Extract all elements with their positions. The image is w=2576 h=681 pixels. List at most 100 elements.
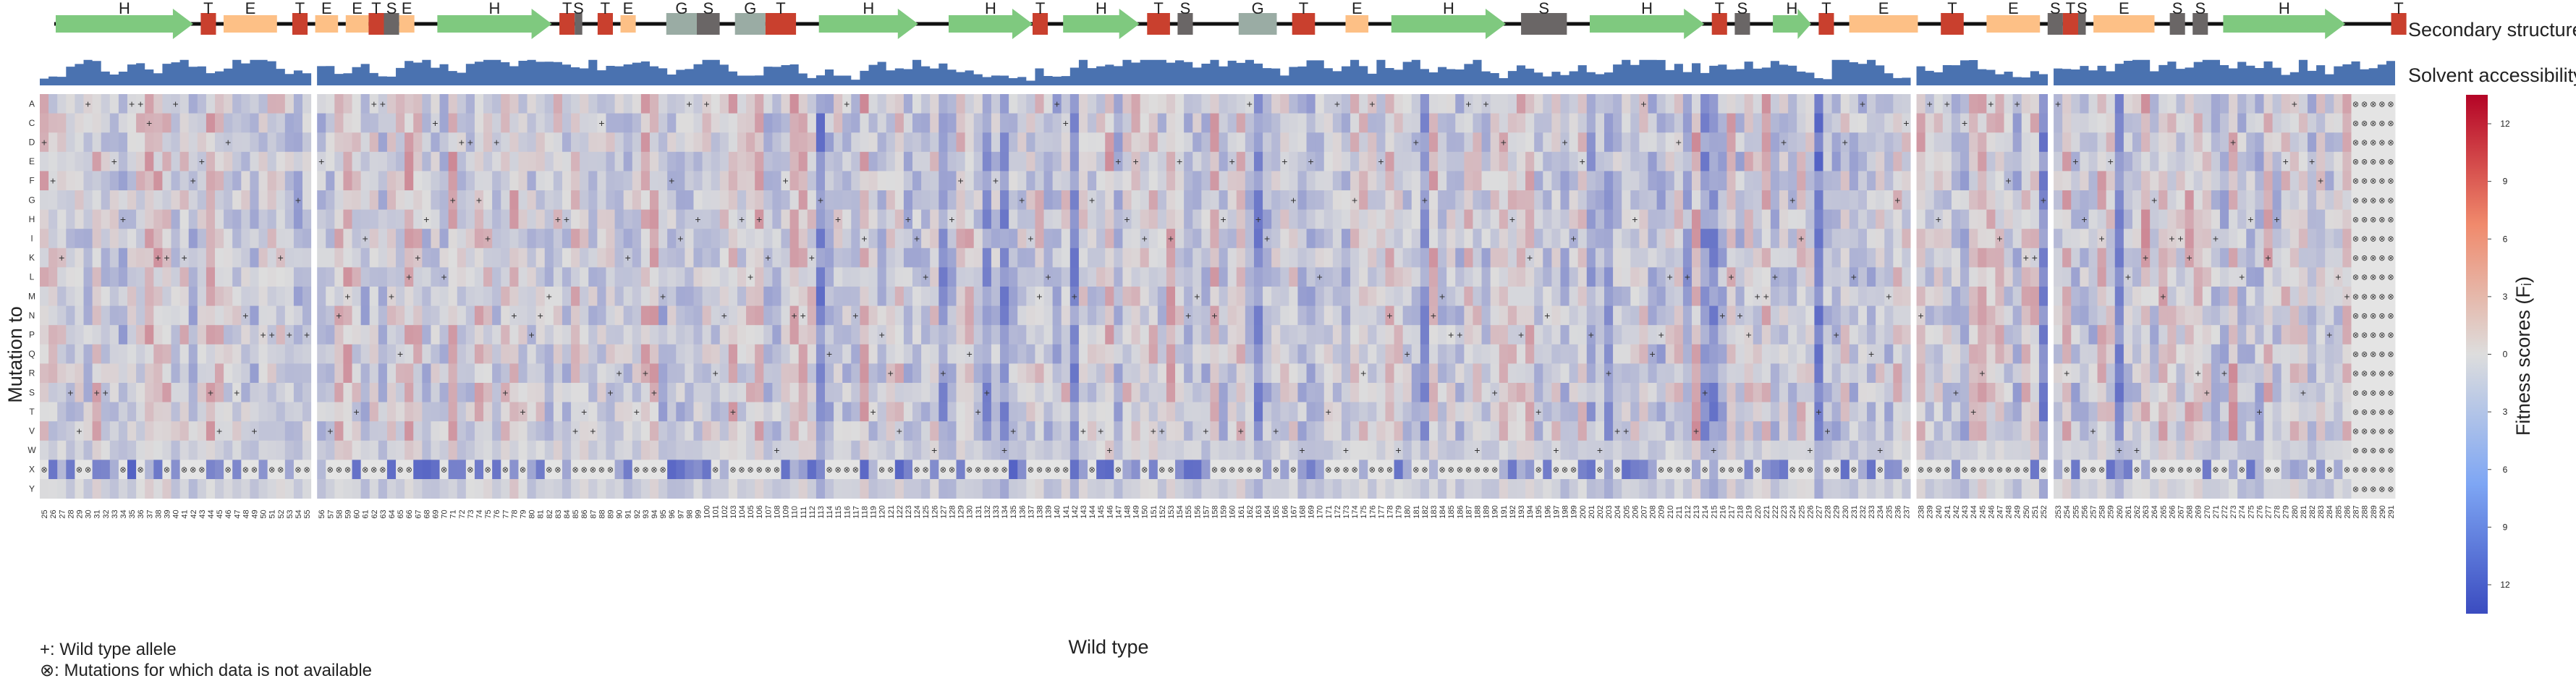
heatmap-cell (1473, 421, 1482, 441)
heatmap-cell (1762, 210, 1771, 229)
heatmap-cell (2013, 229, 2022, 248)
heatmap-cell (1884, 248, 1894, 268)
heatmap-cell (1551, 114, 1561, 133)
heatmap-cell (808, 210, 817, 229)
heatmap-cell (2080, 325, 2089, 344)
heatmap-cell (1666, 229, 1675, 248)
heatmap-cell (921, 325, 931, 344)
heatmap-cell (171, 190, 181, 210)
heatmap-cell (1934, 114, 1944, 133)
heatmap-cell (1700, 363, 1710, 383)
heatmap-cell (1841, 229, 1850, 248)
heatmap-cell (2098, 152, 2107, 172)
heatmap-cell (198, 325, 207, 344)
heatmap-cell (276, 402, 286, 422)
heatmap-cell (475, 152, 484, 172)
heatmap-cell (2299, 171, 2308, 190)
heatmap-cell (2308, 267, 2317, 287)
heatmap-cell (983, 114, 992, 133)
heatmap-cell (869, 248, 878, 268)
heatmap-cell (781, 325, 790, 344)
heatmap-cell (1925, 152, 1935, 172)
heatmap-cell (2176, 306, 2185, 326)
heatmap-cell (2141, 152, 2151, 172)
heatmap-cell (206, 190, 216, 210)
heatmap-cell (632, 441, 642, 460)
heatmap-cell (2185, 383, 2195, 402)
heatmap-cell (119, 114, 128, 133)
heatmap-cell (1350, 402, 1360, 422)
heatmap-cell (1166, 306, 1176, 326)
heatmap-cell (1960, 152, 1970, 172)
heatmap-cell (396, 267, 405, 287)
heatmap-cell (1482, 267, 1491, 287)
heatmap-cell (2220, 114, 2229, 133)
heatmap-cell (119, 171, 128, 190)
heatmap-cell (48, 210, 58, 229)
heatmap-cell (343, 94, 352, 114)
heatmap-cell (1210, 190, 1219, 210)
heatmap-cell (57, 132, 67, 152)
heatmap-cell (1254, 421, 1263, 441)
heatmap-cell (387, 383, 397, 402)
heatmap-cell (2124, 229, 2133, 248)
heatmap-cell (974, 210, 983, 229)
heatmap-cell (1736, 325, 1745, 344)
heatmap-cell (75, 229, 84, 248)
heatmap-cell (326, 344, 335, 364)
heatmap-cell (1184, 132, 1193, 152)
heatmap-cell (1420, 132, 1430, 152)
heatmap-cell (2106, 132, 2116, 152)
heatmap-cell (528, 132, 537, 152)
heatmap-cell (2281, 171, 2291, 190)
heatmap-cell (947, 287, 957, 306)
heatmap-cell (1543, 325, 1552, 344)
heatmap-cell (75, 344, 84, 364)
heatmap-cell (1788, 267, 1797, 287)
heatmap-cell (1114, 325, 1123, 344)
heatmap-cell (1779, 152, 1789, 172)
heatmap-cell (1114, 190, 1123, 210)
heatmap-cell (1779, 190, 1789, 210)
heatmap-cell (162, 114, 171, 133)
heatmap-cell (1000, 344, 1009, 364)
heatmap-cell (895, 132, 904, 152)
heatmap-cell (1604, 402, 1614, 422)
heatmap-cell (860, 383, 869, 402)
heatmap-cell (1297, 383, 1307, 402)
heatmap-cell (457, 171, 467, 190)
heatmap-cell (588, 306, 598, 326)
heatmap-cell (1114, 306, 1123, 326)
heatmap-cell (1709, 325, 1719, 344)
ss-segment-H: H (949, 0, 1033, 39)
heatmap-cell (1446, 229, 1456, 248)
heatmap-cell (378, 171, 388, 190)
heatmap-cell (119, 325, 128, 344)
heatmap-cell (1473, 152, 1482, 172)
heatmap-cell (2158, 171, 2168, 190)
heatmap-cell (259, 190, 268, 210)
heatmap-cell (40, 267, 49, 287)
heatmap-cell (1228, 248, 1237, 268)
heatmap-cell (1560, 287, 1569, 306)
heatmap-cell (101, 210, 111, 229)
heatmap-cell (790, 267, 800, 287)
heatmap-cell (2039, 114, 2048, 133)
heatmap-cell (2237, 114, 2247, 133)
heatmap-cell (562, 152, 572, 172)
heatmap-cell (180, 94, 190, 114)
heatmap-cell (1175, 94, 1185, 114)
heatmap-cell (431, 248, 440, 268)
heatmap-cell (1009, 383, 1018, 402)
heatmap-cell (101, 363, 111, 383)
heatmap-cell (48, 287, 58, 306)
heatmap-cell (1201, 248, 1211, 268)
heatmap-cell (693, 248, 703, 268)
heatmap-cell (206, 421, 216, 441)
heatmap-cell (808, 114, 817, 133)
heatmap-cell (1657, 248, 1666, 268)
heatmap-cell (1630, 94, 1640, 114)
heatmap-cell (562, 325, 572, 344)
ss-segment-S: S (2192, 0, 2208, 35)
heatmap-cell (1978, 248, 1987, 268)
